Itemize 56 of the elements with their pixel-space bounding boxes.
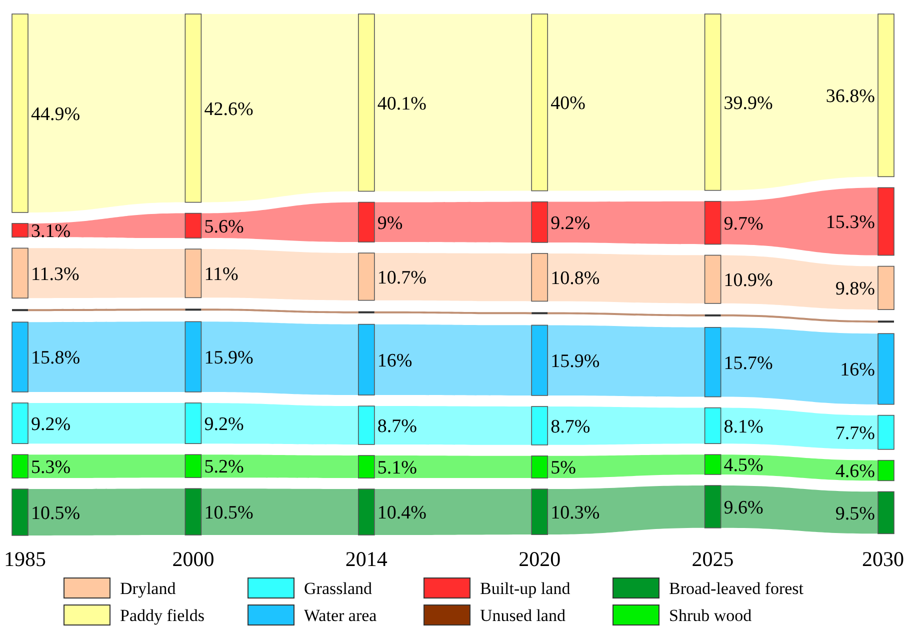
data-label: 11.3% xyxy=(31,264,80,285)
data-label: 16% xyxy=(840,360,876,381)
data-label: 10.4% xyxy=(377,502,427,524)
data-label: 15.8% xyxy=(31,348,80,369)
data-label: 9.6% xyxy=(724,497,764,518)
legend-label: Unused land xyxy=(480,606,566,625)
data-label: 40.1% xyxy=(377,93,427,114)
data-label: 8.7% xyxy=(377,416,418,437)
data-label: 4.5% xyxy=(724,455,764,476)
category-label: 2020 xyxy=(518,547,561,571)
data-label: 9.7% xyxy=(724,213,764,234)
data-label: 15.9% xyxy=(550,350,600,372)
data-label: 5.2% xyxy=(204,456,244,478)
legend-label: Shrub wood xyxy=(669,606,752,625)
data-label: 9.5% xyxy=(835,503,876,524)
data-label: 11% xyxy=(204,264,238,286)
category-label: 2014 xyxy=(345,547,388,571)
data-label: 4.6% xyxy=(835,461,876,482)
legend-label: Water area xyxy=(304,606,378,625)
data-label: 9.2% xyxy=(31,414,71,435)
data-label: 5% xyxy=(550,458,576,479)
data-label: 8.7% xyxy=(550,416,590,438)
data-label: 8.1% xyxy=(724,416,764,438)
data-label: 3.1% xyxy=(31,220,71,242)
data-label: 15.3% xyxy=(826,212,876,234)
data-label: 5.6% xyxy=(204,216,244,238)
data-label: 10.5% xyxy=(204,502,254,524)
legend-label: Paddy fields xyxy=(120,606,205,625)
data-label: 10.7% xyxy=(377,267,427,288)
data-label: 36.8% xyxy=(826,86,876,107)
legend-label: Broad-leaved forest xyxy=(669,578,804,598)
data-label: 44.9% xyxy=(31,104,80,125)
legend-label: Built-up land xyxy=(480,578,571,598)
category-label: 1985 xyxy=(4,547,46,571)
data-label: 16% xyxy=(377,350,412,372)
legend-label: Dryland xyxy=(120,578,176,598)
data-label: 7.7% xyxy=(835,422,876,444)
data-label: 40% xyxy=(550,93,586,114)
data-label: 5.3% xyxy=(31,456,71,478)
category-label: 2025 xyxy=(692,547,734,571)
data-label: 15.7% xyxy=(724,352,774,374)
data-label: 10.9% xyxy=(724,270,774,291)
data-label: 10.8% xyxy=(550,268,600,289)
data-label: 9.2% xyxy=(550,212,590,234)
data-label: 39.9% xyxy=(724,92,774,114)
legend-label: Grassland xyxy=(304,578,372,598)
category-label: 2030 xyxy=(862,547,904,571)
data-label: 15.9% xyxy=(204,347,254,368)
data-label: 42.6% xyxy=(204,98,254,120)
data-label: 5.1% xyxy=(377,457,418,478)
data-label: 10.5% xyxy=(31,502,80,524)
data-label: 10.3% xyxy=(550,502,600,524)
data-label: 9.8% xyxy=(835,278,876,300)
data-label: 9.2% xyxy=(204,414,244,435)
category-label: 2000 xyxy=(172,547,214,571)
data-label: 9% xyxy=(377,212,403,234)
